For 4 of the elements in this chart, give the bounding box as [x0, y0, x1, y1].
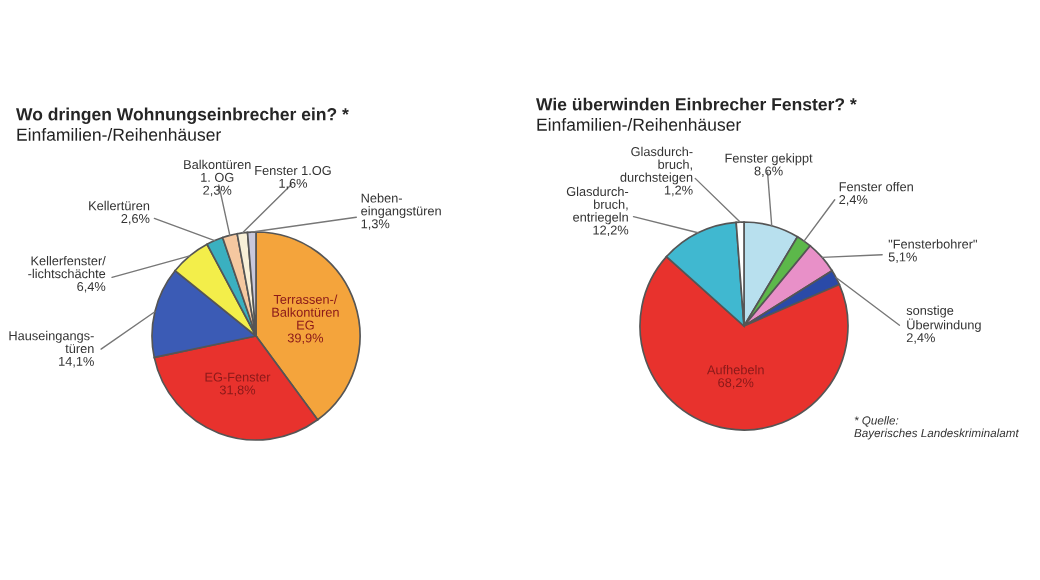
chart-title: Wo dringen Wohnungseinbrecher ein? * — [16, 107, 349, 124]
chart-subtitle: Einfamilien-/Reihenhäuser — [17, 128, 221, 141]
chart-subtitle: Einfamilien-/Reihenhäuser — [537, 118, 741, 131]
chart-title: Wie überwinden Einbrecher Fenster? * — [536, 97, 857, 111]
